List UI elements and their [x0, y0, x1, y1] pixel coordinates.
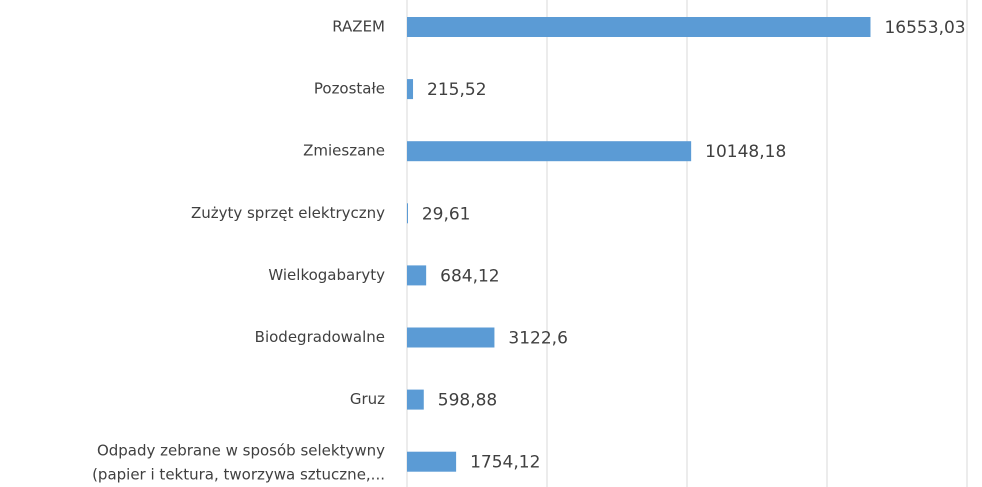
bar [407, 17, 871, 37]
data-label: 1754,12 [470, 453, 540, 473]
data-label: 3122,6 [508, 329, 567, 349]
bar [407, 79, 414, 100]
data-label: 29,61 [422, 204, 471, 224]
data-label: 16553,03 [884, 18, 965, 38]
data-label: 10148,18 [705, 142, 786, 162]
data-label: 684,12 [440, 266, 499, 286]
bar [407, 265, 427, 286]
category-label: Zużyty sprzęt elektryczny [191, 204, 385, 222]
category-label: RAZEM [332, 18, 385, 36]
bar [407, 203, 408, 224]
category-label: Wielkogabaryty [268, 266, 385, 284]
bar [407, 389, 424, 410]
category-label: Gruz [350, 390, 385, 408]
category-label: Odpady zebrane w sposób selektywny (papie… [92, 441, 385, 483]
category-label: Biodegradowalne [255, 328, 385, 346]
data-label: 598,88 [438, 391, 497, 411]
bar [407, 141, 692, 162]
bar [407, 327, 495, 348]
category-label: Pozostałe [314, 80, 385, 98]
category-label: Zmieszane [303, 142, 385, 160]
data-label: 215,52 [427, 80, 486, 100]
bar [407, 451, 457, 472]
